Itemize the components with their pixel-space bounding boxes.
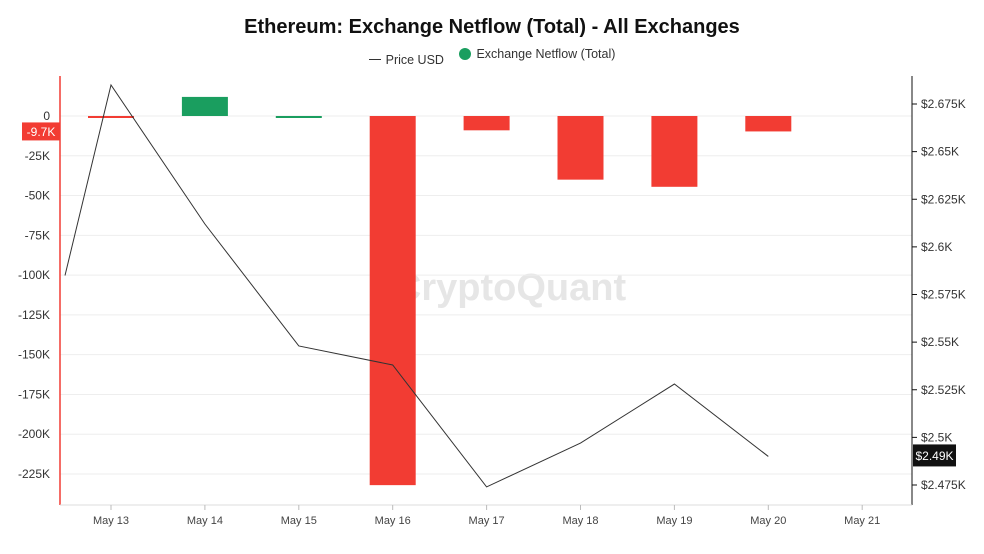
legend-dot-swatch — [459, 48, 472, 60]
netflow-bar — [181, 96, 228, 116]
y-left-tick-label: -200K — [18, 427, 50, 441]
y-left-tick-label: -175K — [18, 387, 50, 401]
netflow-bar — [463, 116, 510, 131]
chart-legend: Price USD Exchange Netflow (Total) — [0, 47, 984, 67]
left-current-value-badge — [22, 122, 60, 141]
y-right-tick-label: $2.625K — [921, 192, 966, 206]
x-tick-label: May 18 — [562, 515, 598, 527]
y-left-tick-label: -125K — [18, 308, 50, 322]
y-left-tick-label: -150K — [18, 348, 50, 362]
netflow-bar — [369, 116, 416, 486]
y-left-tick-label: -100K — [18, 268, 50, 282]
chart-title: Ethereum: Exchange Netflow (Total) - All… — [244, 16, 740, 38]
y-left-tick-label: -75K — [25, 228, 50, 242]
y-left-tick-label: -225K — [18, 467, 50, 481]
y-left-tick-label: 0 — [43, 109, 50, 123]
right-current-value-label: $2.49K — [915, 449, 953, 463]
right-current-value-badge — [913, 444, 956, 467]
netflow-bar — [651, 116, 698, 187]
legend-line-swatch — [368, 59, 381, 60]
x-tick-label: May 13 — [93, 515, 129, 527]
y-right-tick-label: $2.6K — [921, 240, 952, 254]
price-line — [64, 83, 769, 488]
legend-item-price[interactable]: Price USD — [368, 52, 444, 67]
y-right-tick-label: $2.675K — [921, 97, 966, 111]
y-left-tick-label: -25K — [25, 149, 50, 163]
y-right-tick-label: $2.5K — [921, 430, 952, 444]
legend-label-price: Price USD — [385, 52, 444, 67]
x-tick-label: May 16 — [375, 515, 411, 527]
y-right-tick-label: $2.575K — [921, 288, 966, 302]
netflow-bar — [557, 116, 604, 180]
y-right-tick-label: $2.525K — [921, 383, 966, 397]
legend-label-netflow: Exchange Netflow (Total) — [476, 47, 616, 61]
x-tick-label: May 14 — [187, 515, 223, 527]
y-right-tick-label: $2.65K — [921, 145, 959, 159]
netflow-bar — [88, 116, 134, 118]
legend-item-netflow[interactable]: Exchange Netflow (Total) — [459, 47, 615, 61]
left-current-value-label: -9.7K — [27, 125, 56, 139]
y-right-tick-label: $2.55K — [921, 335, 959, 349]
x-tick-label: May 15 — [281, 515, 317, 527]
x-tick-label: May 17 — [469, 515, 505, 527]
y-right-tick-label: $2.475K — [921, 478, 966, 492]
netflow-bar — [275, 116, 322, 118]
y-left-tick-label: -50K — [25, 189, 50, 203]
watermark: CryptoQuant — [394, 267, 627, 309]
x-tick-label: May 19 — [656, 515, 692, 527]
x-tick-label: May 20 — [750, 515, 786, 527]
netflow-bar — [745, 116, 792, 132]
x-tick-label: May 21 — [844, 515, 880, 527]
